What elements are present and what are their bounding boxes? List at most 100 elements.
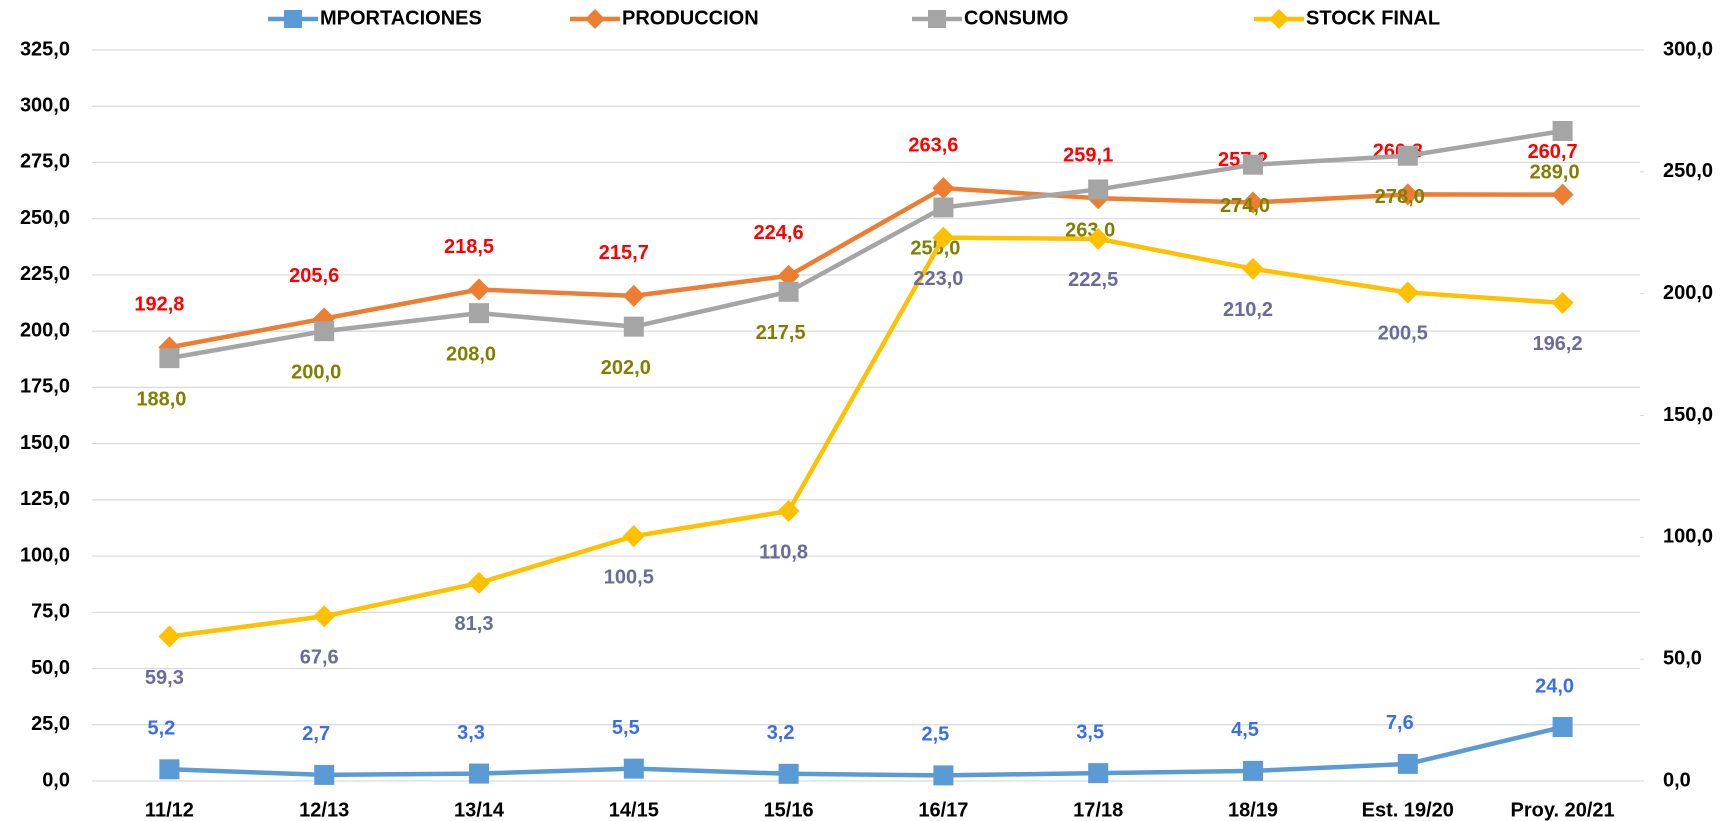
y-tick-label: 125,0	[20, 488, 70, 510]
y-tick-label: 275,0	[20, 151, 70, 173]
data-label: 217,5	[756, 322, 806, 344]
data-label: 7,6	[1386, 712, 1414, 734]
data-label: 224,6	[754, 222, 804, 244]
data-label: 210,2	[1223, 299, 1273, 321]
marker	[469, 303, 489, 324]
y2-tick-label: 0,0	[1663, 769, 1691, 791]
legend-marker	[928, 10, 946, 28]
x-tick-label: Est. 19/20	[1362, 799, 1454, 821]
legend-marker	[284, 10, 302, 28]
data-label: 5,5	[612, 717, 640, 739]
marker	[777, 264, 800, 287]
x-tick-label: 13/14	[454, 799, 505, 821]
y2-tick-label: 150,0	[1663, 404, 1713, 426]
marker	[1396, 183, 1419, 206]
marker	[1397, 145, 1418, 166]
y-tick-label: 0,0	[42, 769, 70, 791]
data-label: 289,0	[1530, 161, 1580, 183]
y2-tick-label: 250,0	[1663, 160, 1713, 182]
marker	[1552, 717, 1573, 738]
data-label: 215,7	[599, 242, 649, 264]
marker	[932, 226, 955, 249]
y2-tick-label: 50,0	[1663, 647, 1702, 669]
y-tick-label: 225,0	[20, 263, 70, 285]
marker	[933, 197, 954, 218]
data-label: 2,5	[921, 724, 949, 746]
x-tick-label: 14/15	[609, 799, 659, 821]
marker	[313, 605, 336, 628]
y-tick-label: 300,0	[20, 95, 70, 117]
marker	[469, 763, 489, 784]
marker	[777, 500, 800, 523]
data-label: 3,3	[457, 722, 485, 744]
data-label: 100,5	[604, 566, 654, 588]
marker	[1087, 227, 1110, 250]
x-tick-label: 18/19	[1228, 799, 1278, 821]
data-label: 5,2	[147, 718, 175, 740]
data-label: 218,5	[444, 236, 494, 258]
data-label: 4,5	[1231, 719, 1259, 741]
x-tick-label: 12/13	[299, 799, 349, 821]
marker	[1551, 291, 1574, 314]
marker	[1088, 763, 1109, 784]
y-tick-label: 150,0	[20, 432, 70, 454]
y-tick-label: 50,0	[31, 657, 70, 679]
data-label: 24,0	[1535, 675, 1574, 697]
x-tick-label: Proy. 20/21	[1511, 799, 1615, 821]
legend-marker	[1269, 9, 1289, 29]
marker	[468, 278, 490, 301]
data-label: 223,0	[913, 268, 963, 290]
legend-label: STOCK FINAL	[1306, 7, 1440, 29]
data-label: 278,0	[1375, 186, 1425, 208]
data-label: 67,6	[300, 647, 339, 669]
data-label: 208,0	[446, 343, 496, 365]
y-tick-label: 325,0	[20, 38, 70, 60]
marker	[622, 525, 645, 548]
y2-tick-label: 200,0	[1663, 282, 1713, 304]
data-label: 222,5	[1068, 269, 1118, 291]
legend-label: CONSUMO	[964, 7, 1068, 29]
y-tick-label: 100,0	[20, 544, 70, 566]
marker	[468, 571, 490, 594]
series-line	[169, 235, 1563, 639]
x-tick-label: 15/16	[764, 799, 814, 821]
y2-tick-label: 300,0	[1663, 38, 1713, 60]
data-label: 200,5	[1378, 323, 1428, 345]
marker	[1242, 191, 1264, 214]
marker	[1243, 154, 1263, 175]
y-tick-label: 25,0	[31, 713, 70, 735]
x-tick-label: 16/17	[918, 799, 968, 821]
marker	[1551, 183, 1574, 206]
data-label: 2,7	[302, 723, 330, 745]
marker	[314, 764, 335, 785]
marker	[623, 758, 644, 779]
marker	[158, 625, 181, 648]
data-label: 3,2	[767, 722, 795, 744]
legend-marker	[585, 9, 605, 29]
data-label: 263,6	[908, 134, 958, 156]
y-tick-label: 250,0	[20, 207, 70, 229]
marker	[159, 759, 180, 780]
marker	[314, 321, 335, 342]
y-tick-label: 75,0	[31, 601, 70, 623]
legend-label: PRODUCCION	[622, 7, 759, 29]
y-tick-label: 175,0	[20, 376, 70, 398]
marker	[1552, 120, 1573, 141]
y2-tick-label: 100,0	[1663, 526, 1713, 548]
series-line	[169, 724, 1564, 778]
data-label: 81,3	[455, 613, 494, 635]
series-line	[169, 128, 1563, 361]
y-tick-label: 200,0	[20, 319, 70, 341]
marker	[1088, 179, 1109, 200]
marker	[1397, 753, 1418, 774]
data-label: 200,0	[291, 361, 341, 383]
data-label: 202,0	[601, 357, 651, 379]
data-label: 205,6	[289, 265, 339, 287]
marker	[623, 316, 644, 337]
series-line	[168, 185, 1563, 350]
marker	[1396, 281, 1419, 304]
x-tick-label: 11/12	[145, 799, 194, 821]
data-label: 59,3	[145, 667, 184, 689]
data-label: 274,0	[1220, 195, 1270, 217]
